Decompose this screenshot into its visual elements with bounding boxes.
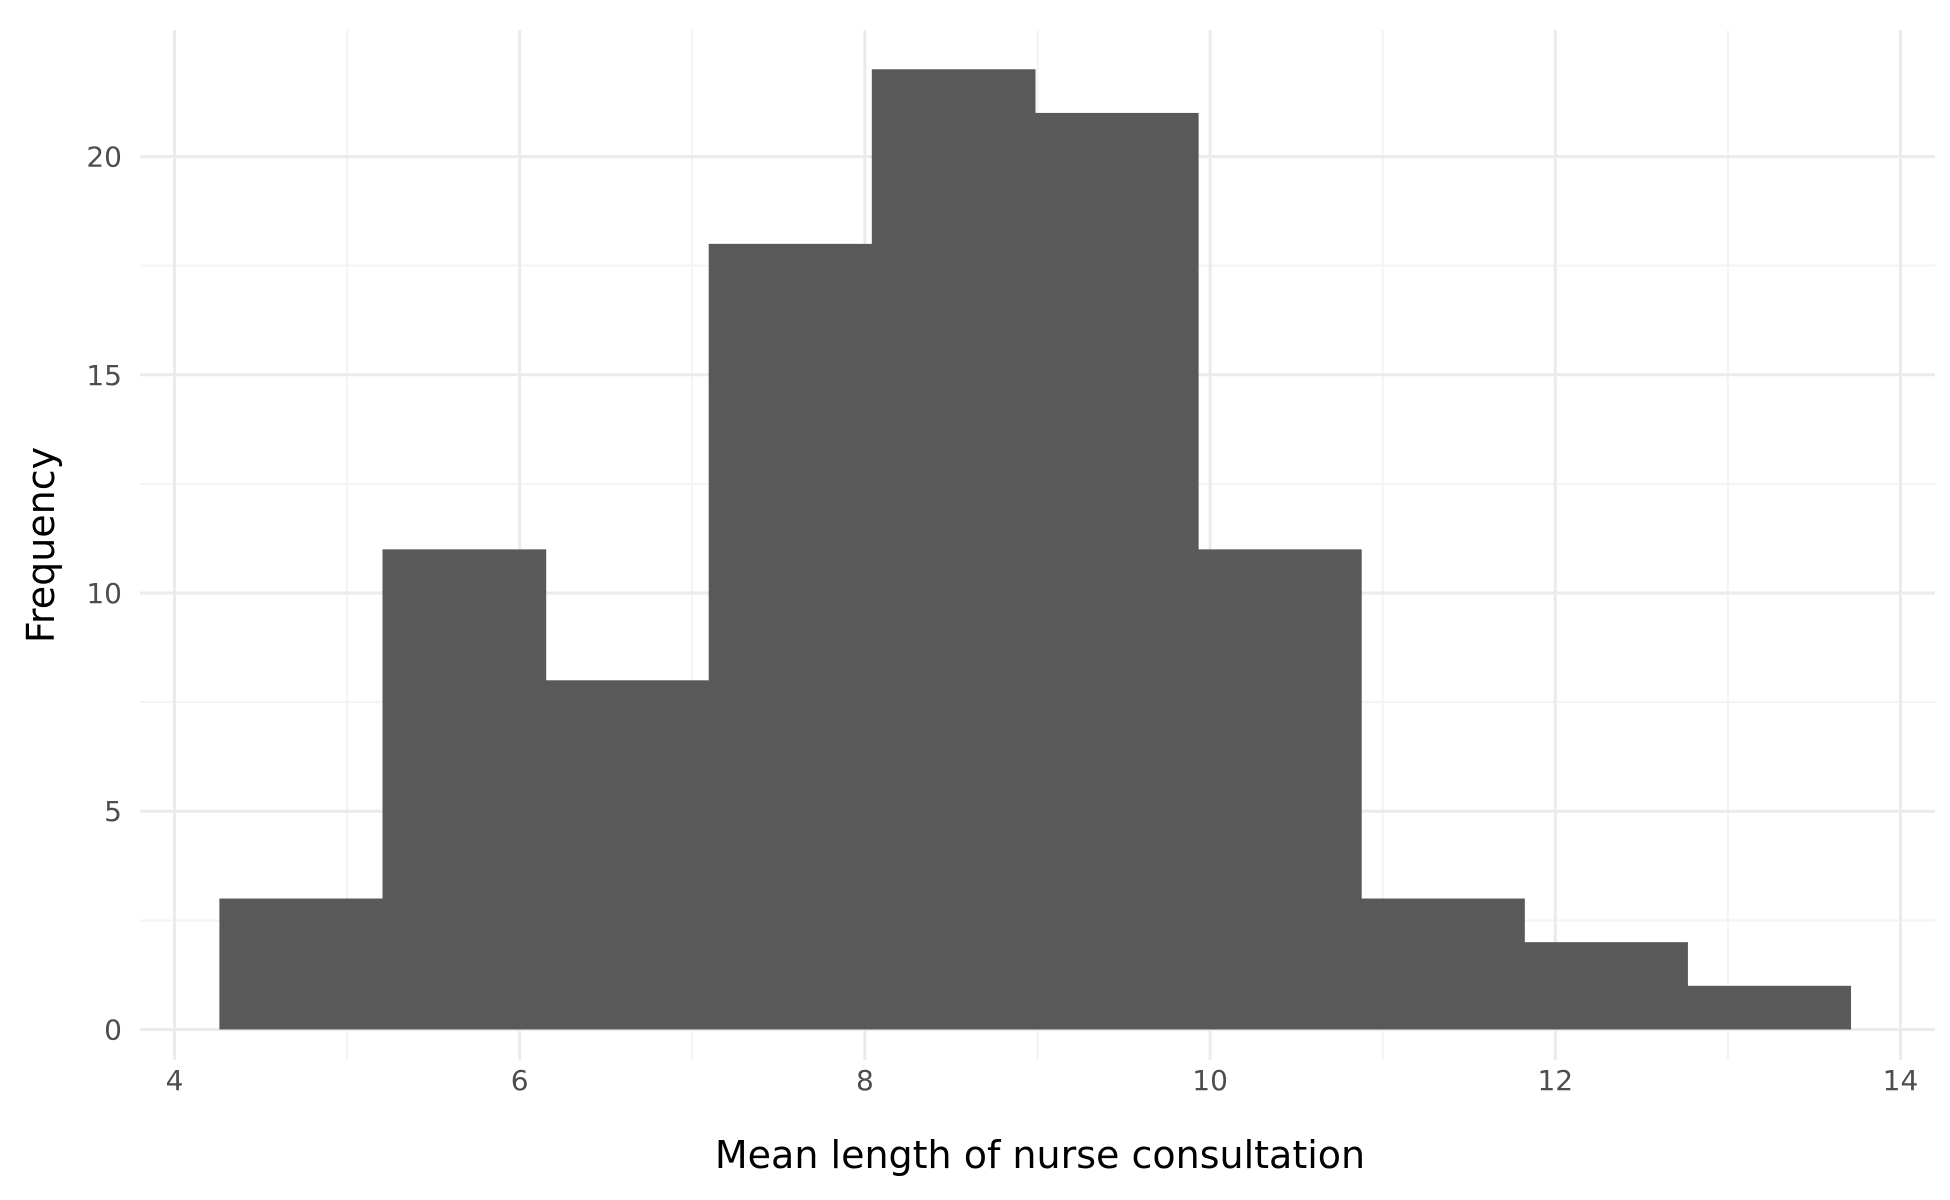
- x-tick-label: 12: [1537, 1064, 1573, 1097]
- x-tick-label: 6: [511, 1064, 529, 1097]
- histogram-bar: [382, 549, 547, 1030]
- histogram-bar: [1034, 112, 1199, 1030]
- y-tick-label: 20: [86, 141, 122, 174]
- x-tick-label: 4: [166, 1064, 184, 1097]
- x-tick-label: 8: [856, 1064, 874, 1097]
- histogram-bar: [1687, 985, 1852, 1030]
- x-tick-label: 14: [1883, 1064, 1919, 1097]
- y-tick-label: 0: [104, 1013, 122, 1046]
- bars: [219, 69, 1852, 1030]
- y-tick-label: 10: [86, 577, 122, 610]
- histogram-bar: [1361, 898, 1525, 1030]
- histogram-bar: [1198, 549, 1362, 1030]
- y-tick-label: 5: [104, 795, 122, 828]
- y-tick-label: 15: [86, 359, 122, 392]
- x-tick-label: 10: [1192, 1064, 1228, 1097]
- histogram-bar: [545, 680, 710, 1030]
- y-axis-title: Frequency: [19, 447, 63, 643]
- histogram-bar: [219, 898, 384, 1030]
- histogram-bar: [871, 69, 1036, 1030]
- x-axis-ticks: 4 6 8 10 12 14: [166, 1064, 1919, 1097]
- y-axis-ticks: 0 5 10 15 20: [86, 141, 122, 1047]
- histogram-bar: [1524, 942, 1688, 1030]
- histogram-bar: [708, 243, 873, 1030]
- x-axis-title: Mean length of nurse consultation: [715, 1133, 1365, 1177]
